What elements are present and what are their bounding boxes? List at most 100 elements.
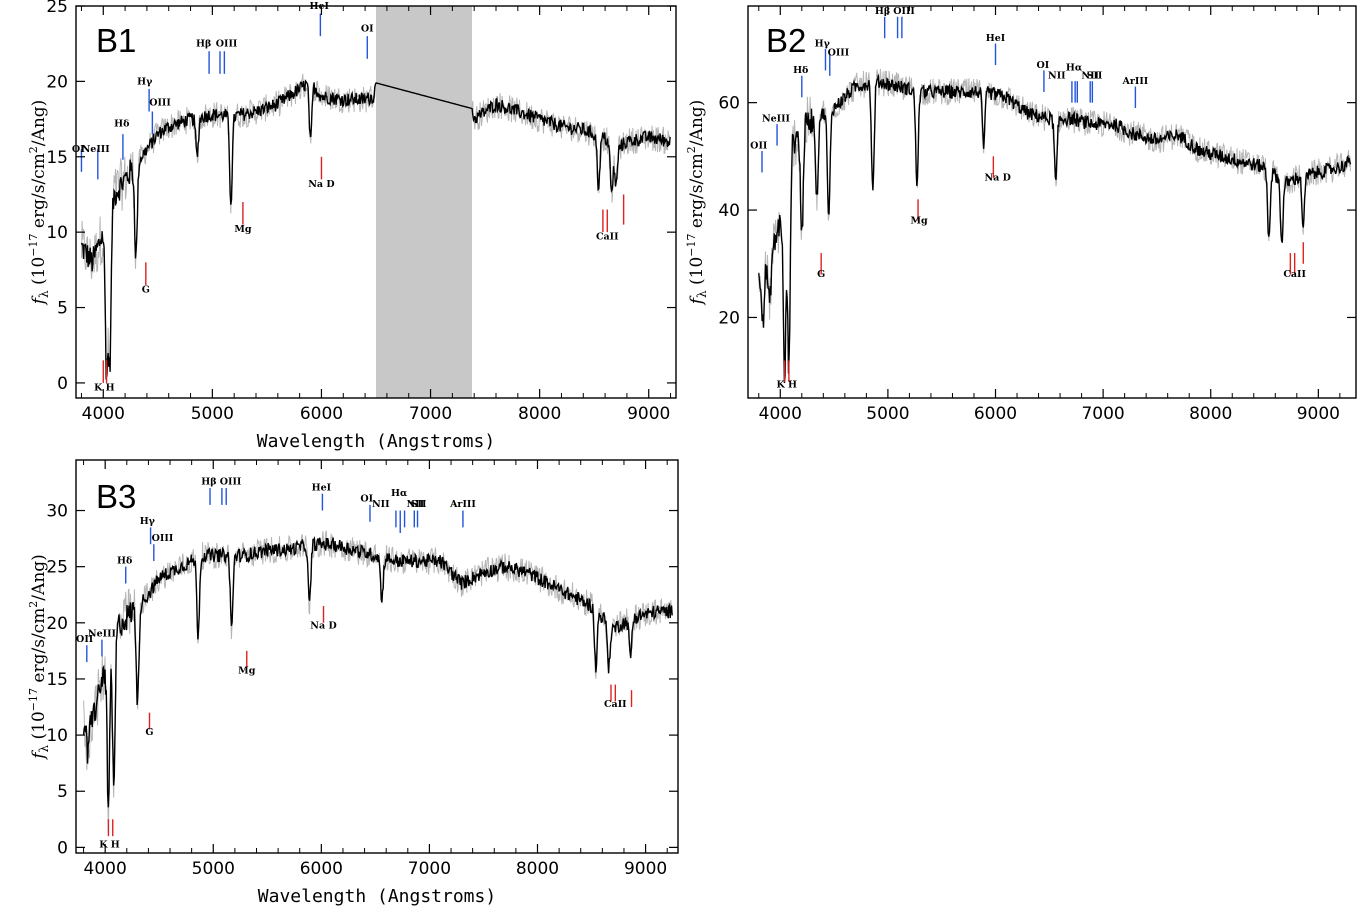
line-label: G (142, 284, 150, 295)
line-label: HeI (986, 33, 1006, 44)
panel-label: B3 (96, 478, 136, 515)
y-axis-label: fλ (10−17 erg/s/cm2/Ang) (27, 554, 51, 761)
line-label: OII (750, 140, 768, 151)
x-axis-label: Wavelength (Angstroms) (257, 431, 495, 452)
line-label: Na D (984, 173, 1010, 184)
plot-area (80, 6, 671, 398)
y-tick-label: 10 (46, 726, 68, 746)
y-tick-label: 20 (46, 614, 68, 634)
y-tick-label: 5 (57, 782, 68, 802)
plot-frame (75, 5, 677, 399)
spectrum-line (82, 536, 673, 808)
panel-label: B2 (766, 22, 806, 59)
line-label: Hβ (196, 39, 211, 50)
x-tick-label: 9000 (624, 859, 667, 879)
line-label: Mg (238, 665, 256, 676)
line-label: G (145, 727, 153, 738)
x-tick-label: 6000 (974, 404, 1017, 424)
line-label: Hβ (201, 477, 216, 488)
y-tick-label: 0 (57, 374, 68, 394)
y-tick-label: 40 (718, 201, 740, 221)
x-tick-label: 9000 (627, 404, 670, 424)
line-label: NII (372, 499, 390, 510)
y-axis-label: fλ (10−17 erg/s/cm2/Ang) (685, 100, 709, 307)
line-label: OIII (152, 533, 174, 544)
line-label: Na D (308, 179, 334, 190)
line-label: Na D (310, 620, 336, 631)
x-tick-label: 6000 (300, 859, 343, 879)
spectrum-error-band (758, 68, 1351, 378)
line-label: NeIII (82, 144, 111, 155)
y-axis-label: fλ (10−17 erg/s/cm2/Ang) (27, 100, 51, 307)
line-label: K H (776, 379, 797, 390)
spectrum-error-band (83, 530, 673, 833)
line-label: Hγ (140, 516, 156, 527)
line-label: Mg (911, 215, 929, 226)
plot-area (82, 530, 673, 833)
line-label: CaII (596, 232, 619, 243)
line-label: ArIII (1122, 76, 1149, 87)
line-label: OIII (893, 6, 915, 17)
line-label: G (817, 269, 825, 280)
line-label: Hδ (793, 65, 808, 76)
line-label: SII (1087, 70, 1103, 81)
x-tick-label: 7000 (408, 859, 451, 879)
line-label: K H (94, 382, 115, 393)
spectrum-error-band (81, 73, 671, 376)
line-label: Hβ (875, 6, 890, 17)
line-label: SII (411, 499, 427, 510)
plot-frame (75, 459, 679, 854)
x-tick-label: 8000 (516, 859, 559, 879)
x-tick-label: 5000 (192, 859, 235, 879)
line-label: OI (1036, 60, 1049, 71)
x-tick-label: 9000 (1297, 404, 1340, 424)
x-tick-label: 8000 (518, 404, 561, 424)
panel-label: B1 (96, 22, 136, 59)
line-label: NII (1048, 70, 1066, 81)
x-tick-label: 6000 (300, 404, 343, 424)
masked-region (376, 6, 472, 398)
y-tick-label: 20 (46, 72, 68, 92)
x-tick-label: 4000 (759, 404, 802, 424)
x-tick-label: 7000 (409, 404, 452, 424)
x-tick-label: 7000 (1081, 404, 1124, 424)
y-tick-label: 15 (46, 148, 68, 168)
line-label: NeIII (762, 113, 791, 124)
line-label: Mg (234, 224, 252, 235)
y-tick-label: 25 (46, 558, 68, 578)
spectrum-line (80, 79, 671, 381)
y-tick-label: 25 (46, 0, 68, 17)
line-label: NII (1081, 70, 1099, 81)
line-label: K H (99, 839, 120, 850)
line-label: OI (361, 24, 374, 35)
plot-frame (747, 5, 1357, 399)
spectrum-line (758, 74, 1352, 384)
line-label: HeI (312, 482, 332, 493)
line-label: Hδ (117, 555, 132, 566)
line-label: Hγ (137, 76, 153, 87)
line-label: OI (360, 494, 373, 505)
line-label: Hγ (815, 38, 831, 49)
line-label: OI (72, 144, 85, 155)
y-tick-label: 0 (57, 838, 68, 858)
y-tick-label: 5 (57, 299, 68, 319)
plot-area (758, 68, 1352, 384)
line-label: CaII (604, 699, 627, 710)
line-label: OIII (149, 98, 171, 109)
x-tick-label: 8000 (1189, 404, 1232, 424)
line-label: NII (407, 499, 425, 510)
line-label: Hα (1066, 62, 1083, 73)
x-tick-label: 5000 (191, 404, 234, 424)
y-tick-label: 10 (46, 223, 68, 243)
line-label: NeIII (88, 628, 117, 639)
x-axis-label: Wavelength (Angstroms) (258, 886, 496, 907)
line-label: ArIII (449, 499, 476, 510)
line-label: Hδ (114, 119, 129, 130)
y-tick-label: 20 (718, 308, 740, 328)
line-label: OIII (216, 39, 238, 50)
line-label: CaII (1283, 269, 1306, 280)
